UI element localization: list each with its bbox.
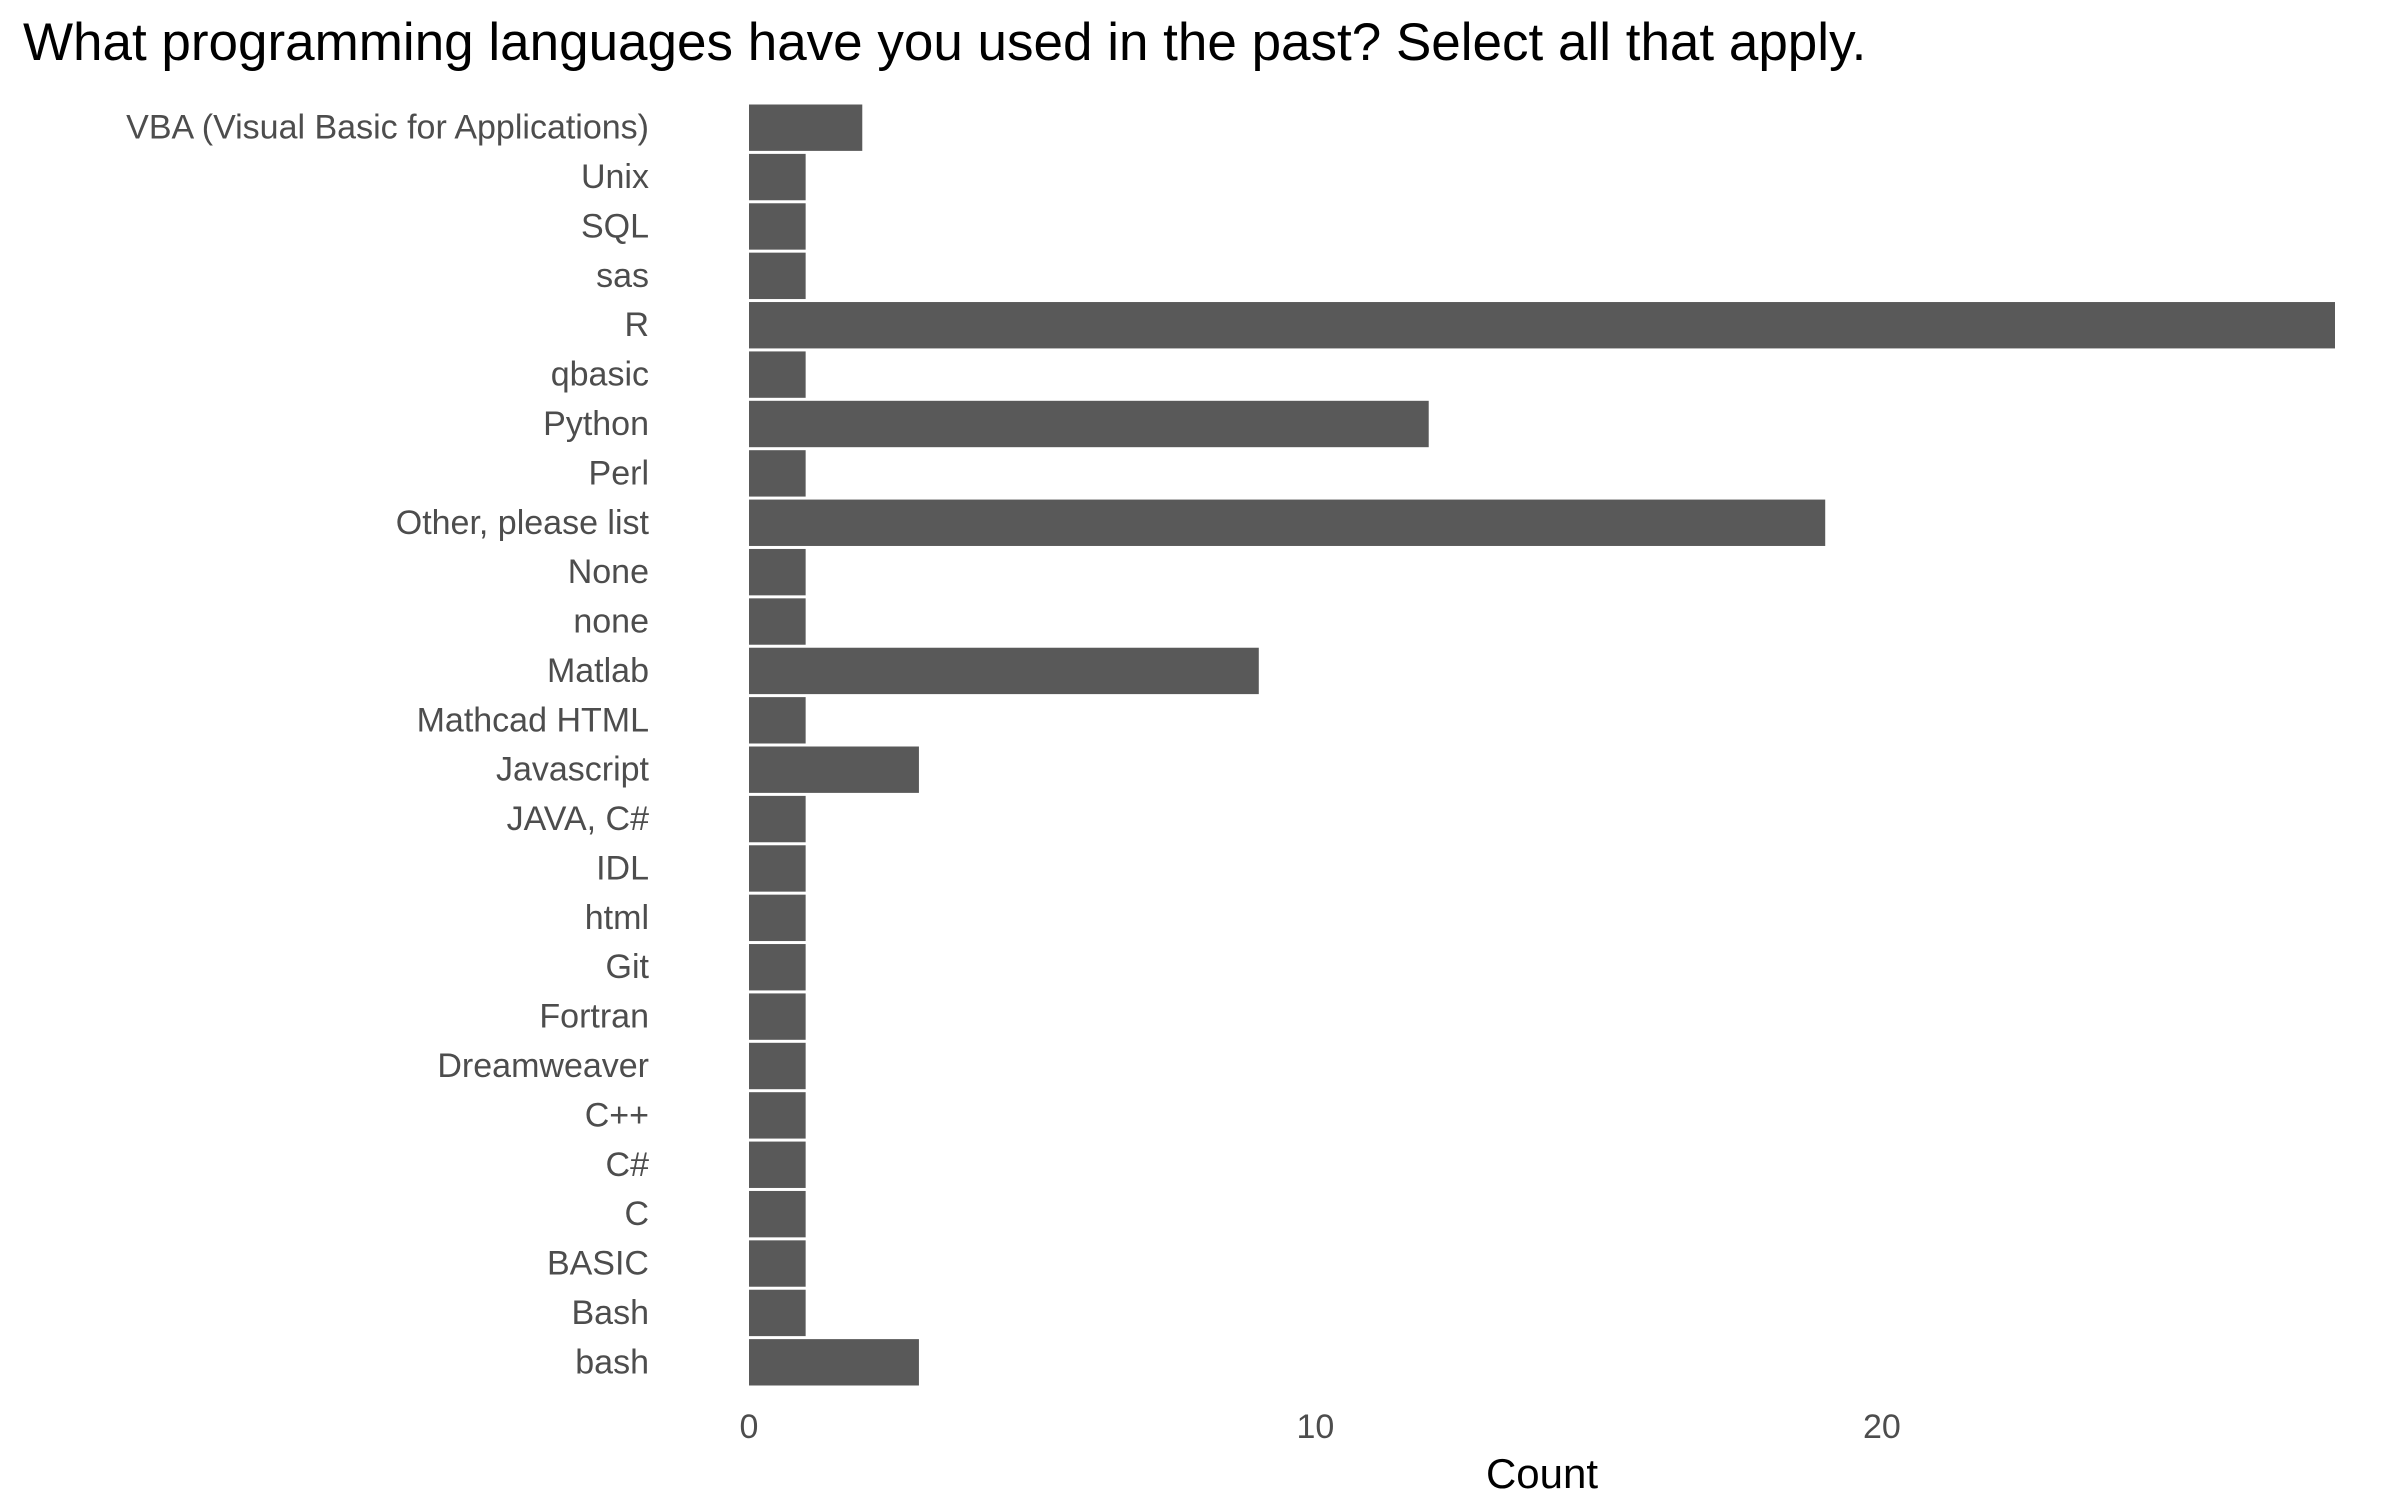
bar-javascript-13 [749,746,919,793]
bar-other-please-list-8 [749,499,1826,546]
category-label: Perl [589,454,649,492]
category-label: Dreamweaver [437,1047,649,1085]
bar-java-c-14 [749,795,806,843]
bar-matlab-11 [749,647,1259,695]
category-label: Mathcad HTML [417,701,649,739]
category-labels-group: VBA (Visual Basic for Applications) Unix S… [126,109,649,1382]
category-label: sas [596,257,649,295]
category-label: Fortran [539,998,649,1036]
bar-perl-7 [749,450,806,497]
x-tick-label: 20 [1863,1408,1901,1446]
category-label: qbasic [551,356,649,394]
category-label: VBA (Visual Basic for Applications) [126,109,649,147]
x-tick-labels-group: 0 10 20 [740,1408,1901,1446]
bar-fortran-18 [749,993,806,1040]
bar-unix-1 [749,153,806,201]
category-label: BASIC [547,1245,649,1283]
x-tick-label: 10 [1297,1408,1335,1446]
bar-sql-2 [749,203,806,250]
category-label: JAVA, C# [507,800,649,838]
bar-sas-3 [749,252,806,300]
bar-c-20 [749,1092,806,1139]
bar-html-16 [749,894,806,942]
category-label: Matlab [547,652,649,690]
category-label: Javascript [496,751,650,789]
bar-basic-23 [749,1240,806,1287]
bar-idl-15 [749,845,806,892]
bar-r-4 [749,302,2335,349]
bar-bash-24 [749,1289,806,1337]
category-label: html [585,899,649,937]
x-tick-label: 0 [740,1408,759,1446]
x-axis-title: Count [1486,1450,1598,1497]
category-label: none [573,603,649,641]
category-label: Bash [572,1294,650,1332]
chart-title: What programming languages have you used… [23,13,1867,72]
category-label: bash [575,1343,649,1381]
category-label: Git [606,948,650,986]
bar-none-9 [749,548,806,596]
category-label: C [624,1195,649,1233]
category-label: Python [543,405,649,443]
category-label: Other, please list [396,504,650,542]
bar-mathcad-html-12 [749,697,806,744]
category-label: None [568,553,649,591]
category-label: C++ [585,1096,649,1134]
category-label: IDL [596,849,649,887]
bar-python-6 [749,400,1429,448]
category-label: Unix [581,158,649,196]
bar-bash-25 [749,1339,919,1386]
category-label: SQL [581,207,649,245]
bar-git-17 [749,944,806,991]
bar-vba-visual-basic-for-applications-0 [749,104,863,151]
category-label: C# [606,1146,650,1184]
bar-c-22 [749,1190,806,1238]
category-label: R [624,306,649,344]
bar-none-10 [749,598,806,645]
bar-c-21 [749,1141,806,1188]
bar-dreamweaver-19 [749,1042,806,1090]
bar-qbasic-5 [749,351,806,398]
bars-group [749,104,2335,1386]
